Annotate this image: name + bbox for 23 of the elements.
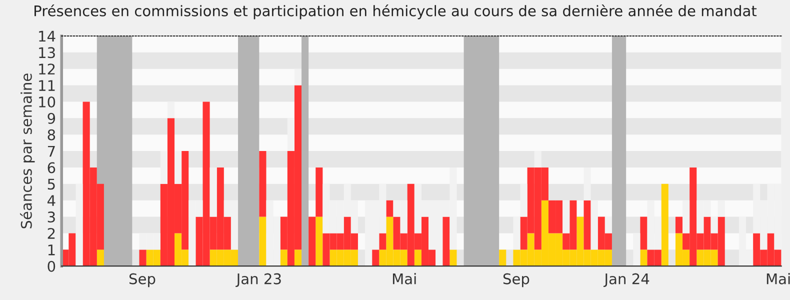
y-tick-label: 3 <box>48 212 55 223</box>
x-tick-label: Jan 24 <box>604 273 650 288</box>
chart-title: Présences en commissions et participation en hémicycle au cours de sa dernière année de mandat <box>34 4 757 20</box>
y-tick-label: 12 <box>39 64 55 74</box>
x-tick-label: Mai <box>392 273 416 284</box>
y-tick-label: 5 <box>48 178 55 190</box>
y-tick-label: 9 <box>48 112 56 124</box>
x-tick-label: Mai <box>766 273 790 284</box>
y-tick-label: 0 <box>48 260 56 272</box>
y-tick-label: 7 <box>48 146 55 157</box>
y-tick-label: 1 <box>48 244 55 256</box>
y-axis-title: Séances par semaine <box>20 74 35 228</box>
y-tick-label: 11 <box>39 80 55 91</box>
y-tick-label: 10 <box>39 96 56 108</box>
y-tick-label: 14 <box>39 30 56 42</box>
x-tick-label: Sep <box>503 273 530 288</box>
y-tick-label: 4 <box>48 195 56 206</box>
y-tick-label: 2 <box>48 228 55 239</box>
y-tick-label: 6 <box>48 162 56 174</box>
y-tick-label: 13 <box>39 47 55 58</box>
x-tick-label: Sep <box>129 273 156 288</box>
x-tick-label: Jan 23 <box>236 273 281 288</box>
y-tick-label: 8 <box>48 129 56 140</box>
